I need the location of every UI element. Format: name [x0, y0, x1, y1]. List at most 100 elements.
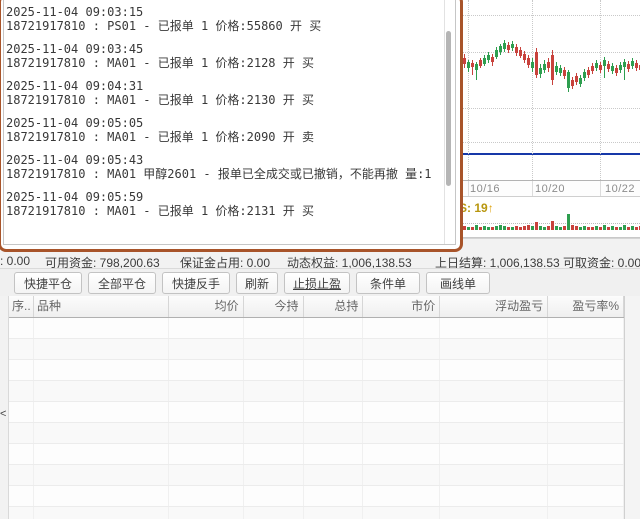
table-cell — [304, 402, 364, 422]
column-header-seq[interactable]: 序.. — [9, 296, 34, 317]
table-cell — [440, 423, 549, 443]
table-row[interactable] — [9, 486, 624, 507]
candlestick-chart[interactable]: 10/16 10/20 10/22 S: 19↑ — [456, 0, 640, 240]
volume-bar — [499, 225, 502, 230]
volume-bar — [511, 227, 514, 230]
status-bar: : 0.00 可用资金: 798,200.63 保证金占用: 0.00 动态权益: 1… — [0, 238, 640, 268]
volume-bar — [623, 225, 626, 230]
candle-body — [519, 50, 522, 56]
status-item: 上日结算: 1,006,138.53 — [435, 256, 560, 268]
table-cell — [440, 339, 549, 359]
column-header-today-position[interactable]: 今持 — [244, 296, 304, 317]
table-row[interactable] — [9, 402, 624, 423]
volume-bar — [467, 227, 470, 230]
table-row[interactable] — [9, 318, 624, 339]
collapse-panel-arrow[interactable]: < — [0, 408, 7, 420]
volume-bar — [547, 226, 550, 230]
table-cell — [34, 339, 169, 359]
log-entry: 2025-11-04 09:05:05 18721917810 : MA01 - … — [6, 116, 441, 144]
candle-body — [575, 76, 578, 82]
table-cell — [548, 507, 624, 519]
candle-body — [523, 54, 526, 60]
volume-bar — [563, 226, 566, 230]
log-entry-message: 18721917810 : MA01 甲醇2601 - 报单已全成交或已撤销，不… — [6, 167, 432, 181]
table-cell — [169, 465, 244, 485]
candle-body — [531, 62, 534, 68]
table-row[interactable] — [9, 507, 624, 519]
candle-body — [611, 66, 614, 71]
table-cell — [244, 486, 304, 506]
table-cell — [440, 360, 549, 380]
column-header-product[interactable]: 品种 — [34, 296, 169, 317]
table-cell — [244, 339, 304, 359]
table-cell — [34, 360, 169, 380]
table-row[interactable] — [9, 381, 624, 402]
table-cell — [244, 360, 304, 380]
candle-body — [591, 66, 594, 71]
close-all-button[interactable]: 全部平仓 — [88, 272, 156, 294]
table-cell — [548, 339, 624, 359]
log-entry-message: 18721917810 : MA01 - 已报单 1 价格:2090 开 卖 — [6, 130, 314, 144]
candle-body — [503, 43, 506, 49]
draw-line-order-button[interactable]: 画线单 — [426, 272, 490, 294]
volume-bar — [551, 221, 554, 230]
table-cell — [9, 465, 34, 485]
volume-bar — [483, 226, 486, 230]
table-cell — [244, 381, 304, 401]
table-cell — [363, 318, 441, 338]
table-cell — [440, 444, 549, 464]
column-header-avg-price[interactable]: 均价 — [169, 296, 244, 317]
log-scrollbar-track — [444, 0, 445, 244]
table-row[interactable] — [9, 465, 624, 486]
table-cell — [244, 318, 304, 338]
column-header-pnl-ratio[interactable]: 盈亏率% — [548, 296, 624, 317]
order-log-textarea[interactable]: 2025-11-04 09:03:15 18721917810 : PS01 - … — [3, 0, 456, 245]
volume-bar — [575, 226, 578, 230]
x-axis-label: 10/20 — [535, 183, 566, 195]
candle-body — [587, 70, 590, 75]
condition-order-button[interactable]: 条件单 — [356, 272, 420, 294]
volume-bar — [583, 226, 586, 230]
column-header-total-position[interactable]: 总持 — [304, 296, 364, 317]
table-row[interactable] — [9, 360, 624, 381]
table-cell — [304, 381, 364, 401]
volume-bar — [515, 226, 518, 230]
volume-bar — [615, 227, 618, 230]
table-cell — [34, 444, 169, 464]
table-cell — [169, 402, 244, 422]
table-cell — [244, 402, 304, 422]
column-header-market-price[interactable]: 市价 — [363, 296, 441, 317]
log-entry: 2025-11-04 09:03:45 18721917810 : MA01 - … — [6, 42, 441, 70]
table-cell — [304, 339, 364, 359]
volume-bar — [579, 227, 582, 230]
log-scrollbar-thumb[interactable] — [446, 31, 451, 186]
volume-bar — [539, 226, 542, 230]
status-item: 保证金占用: 0.00 — [180, 256, 271, 268]
axis-separator — [468, 181, 469, 196]
table-scrollbar-gutter[interactable] — [624, 296, 640, 519]
chart-date-axis: 10/16 10/20 10/22 — [456, 180, 640, 197]
candle-wick — [472, 60, 473, 75]
gridline — [532, 0, 533, 180]
column-header-floating-pnl[interactable]: 浮动盈亏 — [440, 296, 549, 317]
table-cell — [169, 507, 244, 519]
stop-loss-take-profit-button[interactable]: 止损止盈 — [284, 272, 350, 294]
table-cell — [169, 318, 244, 338]
log-entry: 2025-11-04 09:05:43 18721917810 : MA01 甲醇… — [6, 153, 441, 181]
volume-bar — [519, 227, 522, 230]
table-row[interactable] — [9, 339, 624, 360]
table-cell — [34, 423, 169, 443]
table-row[interactable] — [9, 444, 624, 465]
table-cell — [169, 339, 244, 359]
table-row[interactable] — [9, 423, 624, 444]
table-cell — [363, 486, 441, 506]
positions-table-area: < 序.. 品种 均价 今持 总持 市价 浮动盈亏 盈亏率% — [0, 296, 640, 519]
quick-close-button[interactable]: 快捷平仓 — [14, 272, 82, 294]
candle-body — [479, 60, 482, 66]
table-cell — [548, 486, 624, 506]
table-cell — [440, 381, 549, 401]
refresh-button[interactable]: 刷新 — [236, 272, 278, 294]
quick-reverse-button[interactable]: 快捷反手 — [162, 272, 230, 294]
table-cell — [363, 381, 441, 401]
